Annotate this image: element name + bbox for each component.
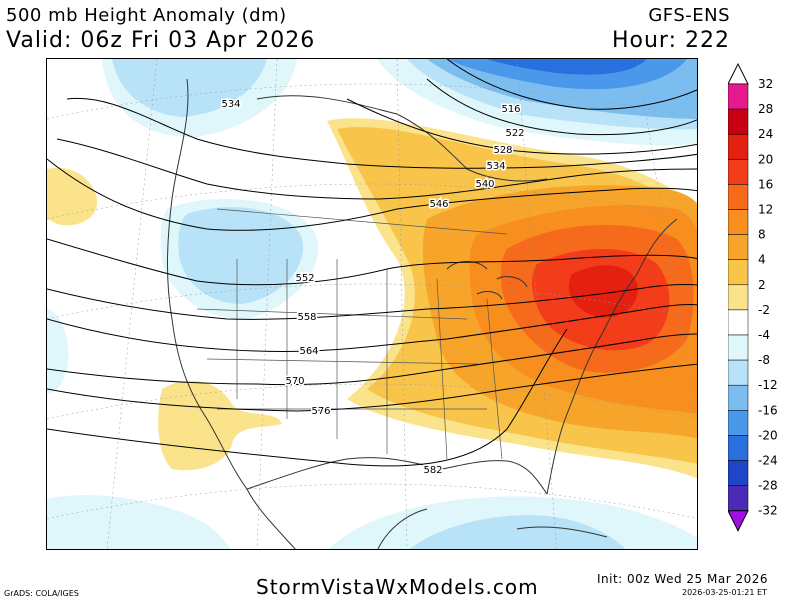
contour-570 bbox=[47, 333, 697, 386]
contour-534 bbox=[66, 97, 697, 169]
colorbar-segment bbox=[727, 133, 749, 160]
contour-label: 582 bbox=[423, 465, 442, 476]
generated-timestamp: 2026-03-25-01:21 ET bbox=[682, 588, 767, 597]
contour-label: 558 bbox=[297, 312, 316, 323]
colorbar-segments bbox=[727, 83, 749, 511]
contour-label: 570 bbox=[285, 376, 304, 387]
contour-label: 528 bbox=[493, 145, 512, 156]
geography-layer bbox=[166, 78, 678, 549]
contour-564 bbox=[47, 304, 697, 353]
colorbar-legend: 32 28 24 20 16 12 8 4 2 -2 -4 -8 -12 -16 -20 -24 -28 -32 bbox=[727, 58, 798, 568]
contour-label: 522 bbox=[505, 128, 524, 139]
anomaly-fill-24 bbox=[568, 265, 638, 318]
colorbar-top-arrow bbox=[727, 62, 749, 85]
colorbar-segment bbox=[727, 284, 749, 311]
colorbar-bottom-arrow bbox=[727, 510, 749, 532]
great-lakes bbox=[446, 261, 528, 300]
contour-label: 516 bbox=[501, 104, 520, 115]
anomaly-fill-neg8-rockies bbox=[178, 207, 303, 304]
colorbar-labels: 32 28 24 20 16 12 8 4 2 -2 -4 -8 -12 -16 -20 -24 -28 -32 bbox=[758, 77, 778, 518]
colorbar-label: -4 bbox=[758, 328, 770, 342]
colorbar-label: 32 bbox=[758, 77, 773, 91]
contour-540 bbox=[56, 138, 697, 200]
colorbar-label: 20 bbox=[758, 152, 773, 166]
anomaly-fill-layer bbox=[47, 59, 697, 549]
colorbar-label: -32 bbox=[758, 504, 778, 518]
colorbar-segment bbox=[727, 460, 749, 486]
contour-label: 540 bbox=[475, 179, 494, 190]
contour-552 bbox=[47, 238, 697, 286]
colorbar-segment bbox=[727, 435, 749, 461]
forecast-hour: Hour: 222 bbox=[611, 28, 730, 53]
contour-label: 552 bbox=[295, 273, 314, 284]
colorbar-segment bbox=[727, 410, 749, 436]
grads-credit: GrADS: COLA/IGES bbox=[4, 589, 79, 598]
colorbar-label: -12 bbox=[758, 378, 778, 392]
anomaly-fill-neg20-north bbox=[487, 59, 647, 75]
init-time: Init: 00z Wed 25 Mar 2026 bbox=[597, 572, 768, 586]
coastline-cuba bbox=[516, 526, 608, 538]
colorbar-label: -28 bbox=[758, 479, 778, 493]
colorbar-segment bbox=[727, 108, 749, 135]
map-title: 500 mb Height Anomaly (dm) bbox=[6, 5, 287, 26]
anomaly-fill-west-coast bbox=[47, 167, 98, 226]
colorbar-segment bbox=[727, 359, 749, 386]
contour-label-layer: 516 522 528 534 534 540 546 552 558 564 … bbox=[220, 98, 526, 478]
colorbar-segment bbox=[727, 159, 749, 185]
colorbar-label: 8 bbox=[758, 228, 766, 242]
contour-label: 546 bbox=[429, 199, 448, 210]
height-anomaly-map: 516 522 528 534 534 540 546 552 558 564 … bbox=[46, 58, 698, 550]
anomaly-fill-neg-pacific bbox=[47, 309, 69, 394]
anomaly-fill-neg-gulf-west bbox=[47, 495, 231, 549]
contour-522 bbox=[426, 78, 697, 136]
colorbar-label: -8 bbox=[758, 353, 770, 367]
coastline-atlantic bbox=[546, 218, 678, 495]
colorbar-segment bbox=[727, 384, 749, 411]
valid-time: Valid: 06z Fri 03 Apr 2026 bbox=[6, 28, 316, 53]
contour-558 bbox=[47, 284, 697, 320]
colorbar-segment bbox=[727, 309, 749, 336]
colorbar-label: -16 bbox=[758, 403, 778, 417]
contour-516 bbox=[446, 59, 697, 110]
model-name: GFS-ENS bbox=[648, 5, 730, 26]
contour-528 bbox=[346, 98, 697, 155]
contour-546 bbox=[47, 158, 697, 231]
colorbar-label: 24 bbox=[758, 127, 773, 141]
coastline-mexico bbox=[246, 488, 428, 549]
colorbar-label: 16 bbox=[758, 177, 773, 191]
colorbar-segment bbox=[727, 234, 749, 260]
colorbar-segment bbox=[727, 485, 749, 511]
contour-label: 576 bbox=[311, 406, 330, 417]
coastline-pacific bbox=[166, 78, 248, 490]
colorbar-label: 4 bbox=[758, 253, 766, 267]
site-url: StormVistaWxModels.com bbox=[256, 575, 539, 599]
colorbar-label: -2 bbox=[758, 303, 770, 317]
contour-576 bbox=[47, 363, 697, 412]
colorbar-segment bbox=[727, 334, 749, 361]
latlon-grid bbox=[47, 59, 697, 549]
contour-582 bbox=[47, 328, 568, 467]
colorbar-label: -24 bbox=[758, 454, 778, 468]
colorbar-label: 28 bbox=[758, 102, 773, 116]
colorbar-segment bbox=[727, 259, 749, 286]
contour-label: 534 bbox=[486, 161, 505, 172]
contour-label: 534 bbox=[221, 99, 240, 110]
colorbar-label: -20 bbox=[758, 428, 778, 442]
height-contour-layer bbox=[47, 59, 697, 467]
contour-label: 564 bbox=[299, 346, 318, 357]
anomaly-fill-neg8-nw bbox=[112, 59, 267, 117]
coastline-gulf bbox=[246, 457, 548, 495]
colorbar-segment bbox=[727, 209, 749, 235]
colorbar-segment bbox=[727, 83, 749, 110]
colorbar-label: 2 bbox=[758, 278, 766, 292]
colorbar-segment bbox=[727, 184, 749, 210]
colorbar-label: 12 bbox=[758, 203, 773, 217]
anomaly-fill-neg8-south bbox=[409, 515, 626, 549]
